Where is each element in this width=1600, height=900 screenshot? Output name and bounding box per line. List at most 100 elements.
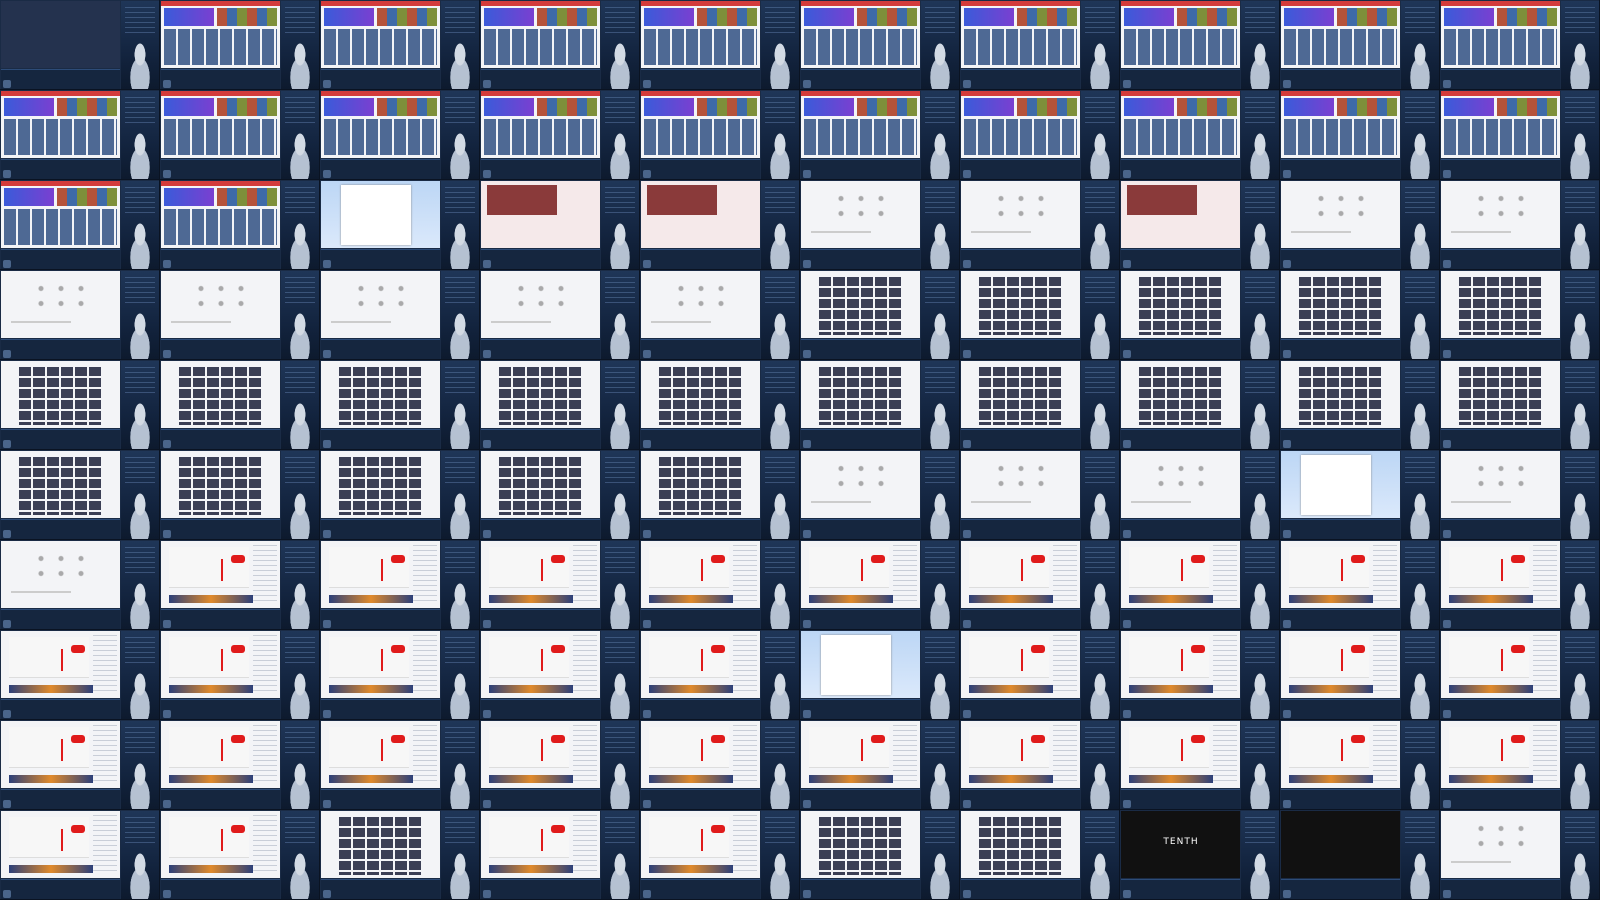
thumbnail-tile[interactable] <box>480 360 640 450</box>
thumbnail-tile[interactable] <box>480 0 640 90</box>
thumbnail-tile[interactable] <box>800 720 960 810</box>
thumbnail-tile[interactable] <box>640 540 800 630</box>
thumbnail-tile[interactable] <box>0 180 160 270</box>
thumbnail-tile[interactable] <box>0 540 160 630</box>
thumbnail-tile[interactable] <box>960 0 1120 90</box>
thumbnail-tile[interactable] <box>1280 810 1440 900</box>
thumbnail-tile[interactable] <box>1280 270 1440 360</box>
thumbnail-tile[interactable] <box>1280 90 1440 180</box>
thumbnail-tile[interactable] <box>800 90 960 180</box>
thumbnail-tile[interactable] <box>1280 450 1440 540</box>
thumbnail-tile[interactable] <box>0 0 160 90</box>
thumbnail-tile[interactable] <box>480 270 640 360</box>
thumbnail-tile[interactable] <box>800 450 960 540</box>
thumbnail-tile[interactable] <box>160 90 320 180</box>
thumbnail-tile[interactable] <box>160 180 320 270</box>
thumbnail-tile[interactable] <box>1280 180 1440 270</box>
thumbnail-tile[interactable] <box>0 630 160 720</box>
thumbnail-tile[interactable] <box>160 360 320 450</box>
thumbnail-tile[interactable] <box>1440 450 1600 540</box>
thumbnail-tile[interactable] <box>320 810 480 900</box>
thumbnail-tile[interactable] <box>1120 90 1280 180</box>
thumbnail-tile[interactable] <box>1440 810 1600 900</box>
thumbnail-tile[interactable] <box>320 90 480 180</box>
thumbnail-tile[interactable] <box>320 180 480 270</box>
thumbnail-tile[interactable] <box>320 540 480 630</box>
thumbnail-tile[interactable] <box>1120 270 1280 360</box>
thumbnail-tile[interactable] <box>640 810 800 900</box>
thumbnail-tile[interactable] <box>800 630 960 720</box>
thumbnail-tile[interactable] <box>1280 720 1440 810</box>
thumbnail-tile[interactable] <box>1440 360 1600 450</box>
thumbnail-tile[interactable] <box>1120 630 1280 720</box>
thumbnail-tile[interactable] <box>320 630 480 720</box>
thumbnail-tile[interactable] <box>1120 450 1280 540</box>
thumbnail-tile[interactable] <box>0 720 160 810</box>
thumbnail-tile[interactable] <box>1440 630 1600 720</box>
thumbnail-tile[interactable] <box>640 180 800 270</box>
thumbnail-tile[interactable] <box>1280 0 1440 90</box>
thumbnail-tile[interactable] <box>800 540 960 630</box>
thumbnail-tile[interactable] <box>640 270 800 360</box>
thumbnail-tile[interactable] <box>480 90 640 180</box>
thumbnail-tile[interactable] <box>1440 0 1600 90</box>
thumbnail-tile[interactable] <box>160 0 320 90</box>
thumbnail-tile[interactable] <box>640 630 800 720</box>
thumbnail-tile[interactable] <box>480 180 640 270</box>
thumbnail-tile[interactable] <box>0 450 160 540</box>
thumbnail-tile[interactable] <box>1120 0 1280 90</box>
thumbnail-tile[interactable] <box>320 720 480 810</box>
thumbnail-tile[interactable] <box>800 810 960 900</box>
thumbnail-tile[interactable] <box>320 0 480 90</box>
thumbnail-tile[interactable] <box>160 540 320 630</box>
thumbnail-tile[interactable] <box>960 450 1120 540</box>
thumbnail-tile[interactable] <box>960 720 1120 810</box>
thumbnail-tile[interactable] <box>1120 360 1280 450</box>
thumbnail-tile[interactable] <box>1280 630 1440 720</box>
thumbnail-tile[interactable] <box>1120 540 1280 630</box>
thumbnail-tile[interactable] <box>480 540 640 630</box>
thumbnail-tile[interactable] <box>1280 540 1440 630</box>
thumbnail-tile[interactable] <box>640 90 800 180</box>
thumbnail-tile[interactable] <box>1440 180 1600 270</box>
thumbnail-tile[interactable] <box>160 810 320 900</box>
thumbnail-tile[interactable] <box>640 0 800 90</box>
thumbnail-tile[interactable] <box>640 450 800 540</box>
thumbnail-tile[interactable] <box>480 810 640 900</box>
thumbnail-tile[interactable] <box>960 630 1120 720</box>
thumbnail-tile[interactable] <box>1120 180 1280 270</box>
thumbnail-tile[interactable] <box>960 810 1120 900</box>
thumbnail-tile[interactable] <box>1440 720 1600 810</box>
thumbnail-tile[interactable] <box>640 360 800 450</box>
thumbnail-tile[interactable] <box>160 270 320 360</box>
thumbnail-tile[interactable] <box>320 270 480 360</box>
thumbnail-tile[interactable] <box>960 540 1120 630</box>
thumbnail-tile[interactable] <box>0 360 160 450</box>
thumbnail-tile[interactable] <box>1440 270 1600 360</box>
thumbnail-tile[interactable] <box>480 630 640 720</box>
thumbnail-tile[interactable] <box>960 180 1120 270</box>
thumbnail-tile[interactable] <box>960 90 1120 180</box>
thumbnail-tile[interactable] <box>320 360 480 450</box>
thumbnail-tile[interactable] <box>1120 720 1280 810</box>
thumbnail-tile[interactable] <box>480 450 640 540</box>
thumbnail-tile[interactable] <box>0 90 160 180</box>
thumbnail-tile[interactable] <box>960 270 1120 360</box>
thumbnail-tile[interactable]: TENTH <box>1120 810 1280 900</box>
thumbnail-tile[interactable] <box>160 450 320 540</box>
thumbnail-tile[interactable] <box>960 360 1120 450</box>
thumbnail-tile[interactable] <box>320 450 480 540</box>
thumbnail-tile[interactable] <box>160 630 320 720</box>
thumbnail-tile[interactable] <box>1440 540 1600 630</box>
thumbnail-tile[interactable] <box>0 810 160 900</box>
thumbnail-tile[interactable] <box>640 720 800 810</box>
thumbnail-tile[interactable] <box>800 180 960 270</box>
thumbnail-tile[interactable] <box>800 360 960 450</box>
thumbnail-tile[interactable] <box>1280 360 1440 450</box>
thumbnail-tile[interactable] <box>800 270 960 360</box>
thumbnail-tile[interactable] <box>160 720 320 810</box>
thumbnail-tile[interactable] <box>0 270 160 360</box>
thumbnail-tile[interactable] <box>800 0 960 90</box>
thumbnail-tile[interactable] <box>1440 90 1600 180</box>
thumbnail-tile[interactable] <box>480 720 640 810</box>
